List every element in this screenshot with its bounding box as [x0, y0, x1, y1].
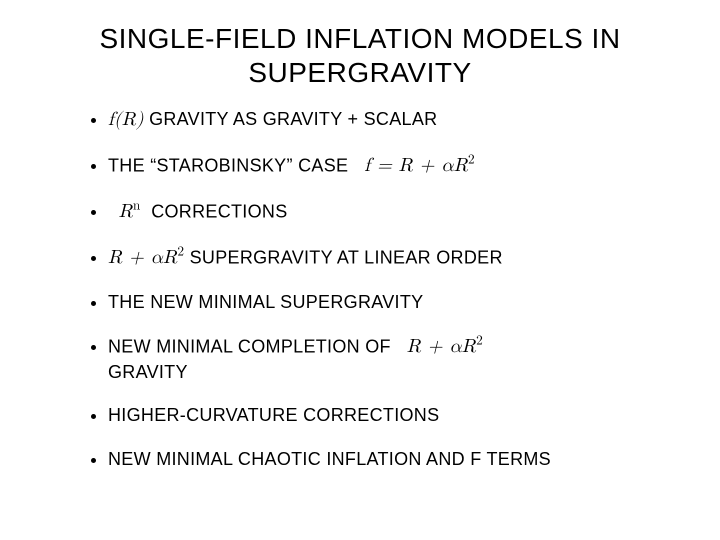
math-expr: Rn: [119, 202, 141, 221]
bullet-text: GRAVITY AS GRAVITY + SCALAR: [144, 109, 438, 129]
bullet-item: THE NEW MINIMAL SUPERGRAVITY: [108, 290, 660, 314]
bullet-text: SUPERGRAVITY AT LINEAR ORDER: [184, 247, 502, 267]
bullet-text: THE “STAROBINSKY” CASE: [108, 155, 364, 175]
math-expr: f = R + αR2: [364, 156, 475, 175]
slide-title: SINGLE-FIELD INFLATION MODELS IN SUPERGR…: [60, 22, 660, 89]
bullet-item: R + αR2 SUPERGRAVITY AT LINEAR ORDER: [108, 244, 660, 271]
math-expr: R + αR2: [407, 337, 483, 356]
bullet-item: Rn CORRECTIONS: [108, 198, 660, 225]
bullet-item: NEW MINIMAL COMPLETION OF R + αR2 GRAVITY: [108, 333, 660, 384]
bullet-list: f(R) GRAVITY AS GRAVITY + SCALAR THE “STA…: [60, 107, 660, 471]
bullet-item: THE “STAROBINSKY” CASE f = R + αR2: [108, 152, 660, 179]
bullet-item: HIGHER-CURVATURE CORRECTIONS: [108, 403, 660, 427]
bullet-text: HIGHER-CURVATURE CORRECTIONS: [108, 405, 439, 425]
bullet-text: NEW MINIMAL CHAOTIC INFLATION AND F TERM…: [108, 449, 551, 469]
bullet-text: CORRECTIONS: [141, 201, 288, 221]
bullet-text: NEW MINIMAL COMPLETION OF: [108, 336, 407, 356]
bullet-item: f(R) GRAVITY AS GRAVITY + SCALAR: [108, 107, 660, 133]
bullet-text: GRAVITY: [108, 362, 188, 382]
math-expr: R + αR2: [108, 248, 184, 267]
bullet-item: NEW MINIMAL CHAOTIC INFLATION AND F TERM…: [108, 447, 660, 471]
slide: SINGLE-FIELD INFLATION MODELS IN SUPERGR…: [0, 0, 720, 540]
bullet-text: THE NEW MINIMAL SUPERGRAVITY: [108, 292, 423, 312]
math-expr: f(R): [108, 110, 144, 129]
